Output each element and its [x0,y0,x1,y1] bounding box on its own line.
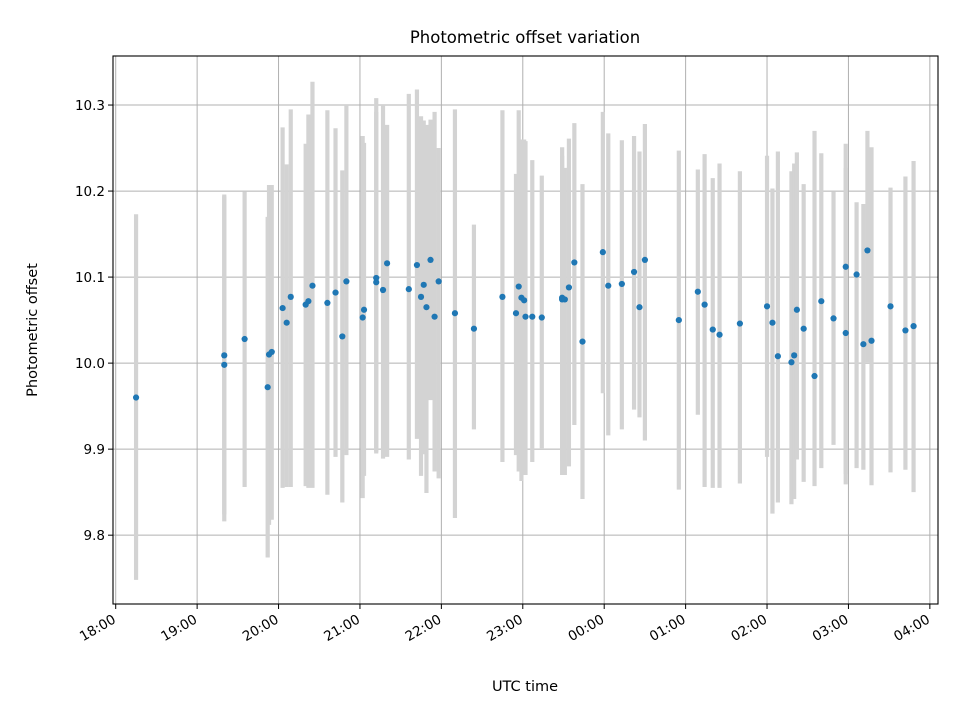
data-point [132,394,140,401]
data-point [630,268,638,276]
data-point [373,279,380,286]
data-point [605,282,612,289]
y-tick-label: 10.3 [75,98,105,114]
data-point [264,384,271,391]
data-point [675,317,682,324]
data-point [736,320,743,327]
data-point [887,303,894,310]
data-point [221,352,228,359]
x-tick-label: 23:00 [484,612,526,645]
data-point [499,293,506,300]
data-point [413,261,421,269]
data-point [405,286,412,293]
data-point [910,323,917,330]
data-point [373,274,380,282]
data-point [579,338,586,345]
data-point [431,313,438,320]
data-points [132,247,917,401]
data-point [538,314,545,321]
data-point [417,293,425,300]
y-tick-label: 10.0 [75,356,105,372]
data-point [221,361,228,368]
data-point [379,286,387,294]
data-point [571,259,578,266]
error-bars [133,81,916,580]
data-point [636,304,643,311]
data-point [561,296,568,303]
data-point [902,327,909,334]
x-tick-label: 18:00 [77,612,119,645]
data-point [420,281,427,288]
x-tick-label: 22:00 [403,612,445,645]
data-point [842,329,849,337]
data-point [853,271,860,278]
x-axis-label: UTC time [492,679,558,695]
x-tick-label: 21:00 [321,612,363,645]
data-point [383,260,391,267]
x-tick-label: 04:00 [891,612,933,645]
data-point [701,301,708,308]
data-point [522,313,529,320]
data-point [830,315,837,322]
data-point [268,348,275,356]
data-point [241,335,248,343]
data-point [515,283,522,290]
data-point [811,372,818,380]
x-tick-label: 03:00 [810,612,852,645]
data-point [324,299,331,307]
data-point [641,256,649,263]
data-point [769,319,776,326]
data-point [800,325,807,332]
data-point [860,341,867,348]
data-point [305,298,312,305]
data-point [529,313,536,320]
chart-title: Photometric offset variation [410,28,640,47]
data-point [423,304,430,311]
x-tick-label: 00:00 [566,612,608,645]
data-point [788,359,795,366]
data-point [470,325,478,332]
data-point [694,288,701,295]
data-point [618,280,625,288]
x-tick-label: 19:00 [158,612,200,645]
y-tick-label: 9.9 [84,442,105,458]
data-point [427,256,434,263]
data-point [842,263,849,270]
data-point [565,284,573,291]
data-point [360,306,368,313]
x-tick-label: 20:00 [240,612,282,645]
data-point [309,282,316,289]
data-point [868,337,875,344]
y-tick-label: 10.1 [75,270,105,286]
x-axis: 18:00 19:00 20:00 21:00 22:00 23:00 00:00 01:00… [77,604,933,645]
y-tick-label: 10.2 [75,184,105,200]
data-point [521,297,528,304]
data-point [864,247,871,254]
data-point [332,289,339,296]
data-point [451,310,459,317]
data-point [359,314,366,321]
data-point [709,326,716,333]
data-point [512,310,520,317]
data-point [599,249,606,256]
data-point [287,293,294,300]
data-point [283,319,290,326]
data-point [793,306,800,313]
data-point [435,278,442,285]
data-point [279,304,286,312]
data-point [774,353,781,360]
data-point [763,303,771,310]
data-point [791,352,798,359]
data-point [339,333,346,340]
data-point [818,298,825,305]
plot-frame [112,55,939,605]
y-axis-label: Photometric offset [25,263,41,397]
data-point [343,278,350,285]
x-tick-label: 01:00 [647,612,689,645]
y-axis: 9.8 9.9 10.0 10.1 10.2 10.3 [75,98,113,544]
x-tick-label: 02:00 [728,612,770,645]
y-tick-label: 9.8 [84,528,105,544]
data-point [716,331,723,338]
